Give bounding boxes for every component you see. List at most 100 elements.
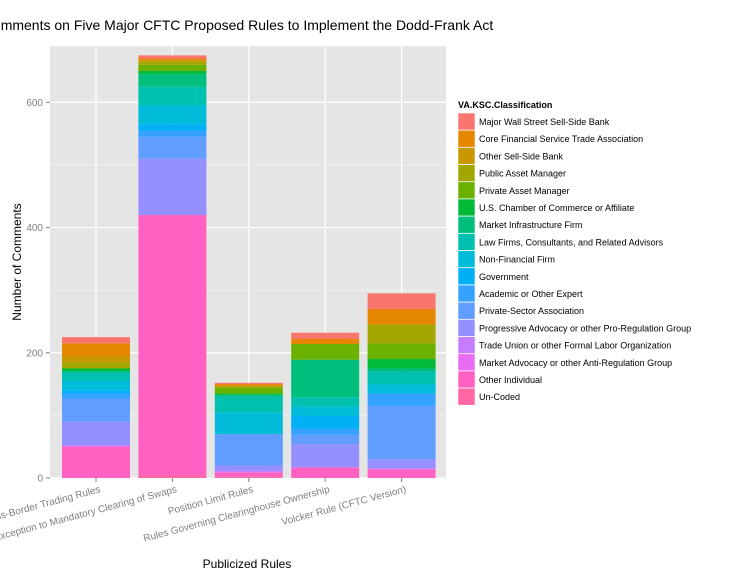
- legend-label: Academic or Other Expert: [479, 289, 583, 299]
- x-axis-title: Publicized Rules: [203, 557, 292, 571]
- bar-segment: [214, 412, 283, 435]
- bar-segment: [367, 359, 436, 369]
- bar-segment: [138, 86, 207, 106]
- legend-label: Progressive Advocacy or other Pro-Regula…: [479, 323, 691, 333]
- bar-segment: [214, 384, 283, 386]
- legend-label: Trade Union or other Formal Labor Organi…: [479, 341, 671, 351]
- legend-swatch: [457, 147, 476, 165]
- legend-label: Major Wall Street Sell-Side Bank: [479, 117, 610, 127]
- legend-label: Government: [479, 272, 529, 282]
- bar-segment: [138, 124, 207, 131]
- bar-segment: [138, 55, 207, 59]
- legend-label: Non-Financial Firm: [479, 255, 555, 265]
- bar-segment: [214, 382, 283, 385]
- y-axis-title: Number of Comments: [10, 203, 24, 320]
- bar-segment: [214, 394, 283, 397]
- bar-segment: [62, 343, 130, 356]
- bar-segment: [62, 337, 130, 344]
- legend-swatch: [457, 198, 476, 217]
- bar-segment: [367, 406, 436, 460]
- bar-segment: [138, 215, 207, 475]
- legend-label: Public Asset Manager: [479, 169, 566, 179]
- legend-label: Private-Sector Association: [479, 306, 584, 316]
- legend-swatch: [457, 112, 476, 131]
- bar-segment: [138, 58, 207, 61]
- bar-segment: [214, 470, 283, 473]
- bar-segment: [291, 397, 360, 407]
- bar-segment: [291, 344, 360, 360]
- bar-segment: [62, 371, 130, 381]
- bar-segment: [214, 434, 283, 466]
- bar-segment: [138, 64, 207, 72]
- bar-segment: [62, 368, 130, 372]
- bar-segment: [138, 74, 207, 87]
- legend-swatch: [457, 215, 476, 234]
- bar-segment: [62, 390, 130, 394]
- bar-segment: [367, 293, 436, 309]
- legend-label: Un-Coded: [479, 392, 520, 402]
- legend-swatch: [457, 336, 476, 354]
- legend-swatch: [457, 129, 476, 148]
- bar-segment: [367, 324, 436, 344]
- legend-swatch: [457, 250, 476, 268]
- x-tick-label: Volcker Rule (CFTC Version): [281, 484, 408, 528]
- y-tick-label: 200: [26, 348, 43, 359]
- bar-segment: [214, 385, 283, 388]
- bar-segment: [214, 465, 283, 471]
- bar-segment: [62, 421, 130, 446]
- bar-segment: [291, 332, 360, 340]
- bar-segment: [138, 71, 207, 75]
- legend-label: Market Infrastructure Firm: [479, 220, 583, 230]
- legend-swatch: [457, 164, 476, 182]
- bar-segment: [291, 406, 360, 417]
- bar-segment: [367, 368, 436, 372]
- bar-segment: [62, 393, 130, 399]
- bar-segment: [62, 446, 130, 478]
- bar-segment: [367, 343, 436, 360]
- bar-segment: [138, 61, 207, 65]
- bar-segment: [367, 371, 436, 385]
- legend-label: Other Individual: [479, 375, 542, 385]
- bar-segment: [214, 393, 283, 395]
- bar-segment: [367, 459, 436, 468]
- y-axis-ticks: 0 200 400 600: [26, 98, 50, 485]
- bar-segment: [214, 476, 283, 478]
- bar-segment: [138, 474, 207, 478]
- legend-label: Private Asset Manager: [479, 186, 570, 196]
- chart-title: Comments on Five Major CFTC Proposed Rul…: [0, 17, 493, 33]
- y-tick-label: 400: [26, 223, 43, 234]
- y-tick-label: 600: [26, 98, 43, 109]
- bar-segment: [214, 396, 283, 413]
- legend-swatch: [457, 353, 476, 372]
- bar-segment: [367, 467, 436, 470]
- bar-stacks: [62, 55, 436, 478]
- bar-segment: [291, 444, 360, 468]
- bar-segment: [138, 60, 207, 62]
- bar-segment: [367, 384, 436, 394]
- bar-segment: [214, 387, 283, 394]
- legend-swatch: [457, 181, 476, 200]
- legend-swatch: [457, 233, 476, 251]
- x-axis-ticks: Cross-Border Trading RulesEnd-User Excep…: [0, 478, 407, 555]
- bar-segment: [62, 355, 130, 363]
- bar-segment: [367, 393, 436, 406]
- legend-swatch: [457, 370, 476, 389]
- bar-segment: [214, 472, 283, 477]
- legend-swatch: [457, 301, 476, 320]
- legend-label: Law Firms, Consultants, and Related Advi…: [479, 237, 664, 247]
- bar-segment: [291, 428, 360, 435]
- bar-segment: [62, 380, 130, 391]
- legend-label: Core Financial Service Trade Association: [479, 134, 643, 144]
- bar-segment: [291, 359, 360, 398]
- legend-swatch: [457, 387, 476, 406]
- bar-segment: [367, 469, 436, 478]
- bar-segment: [138, 136, 207, 159]
- legend-title: VA.KSC.Classification: [458, 100, 552, 110]
- bar-segment: [291, 416, 360, 429]
- bar-segment: [291, 467, 360, 478]
- bar-segment: [62, 362, 130, 369]
- legend-label: Market Advocacy or other Anti-Regulation…: [479, 358, 672, 368]
- y-tick-label: 0: [37, 474, 43, 485]
- legend: VA.KSC.Classification Major Wall Street …: [457, 100, 691, 406]
